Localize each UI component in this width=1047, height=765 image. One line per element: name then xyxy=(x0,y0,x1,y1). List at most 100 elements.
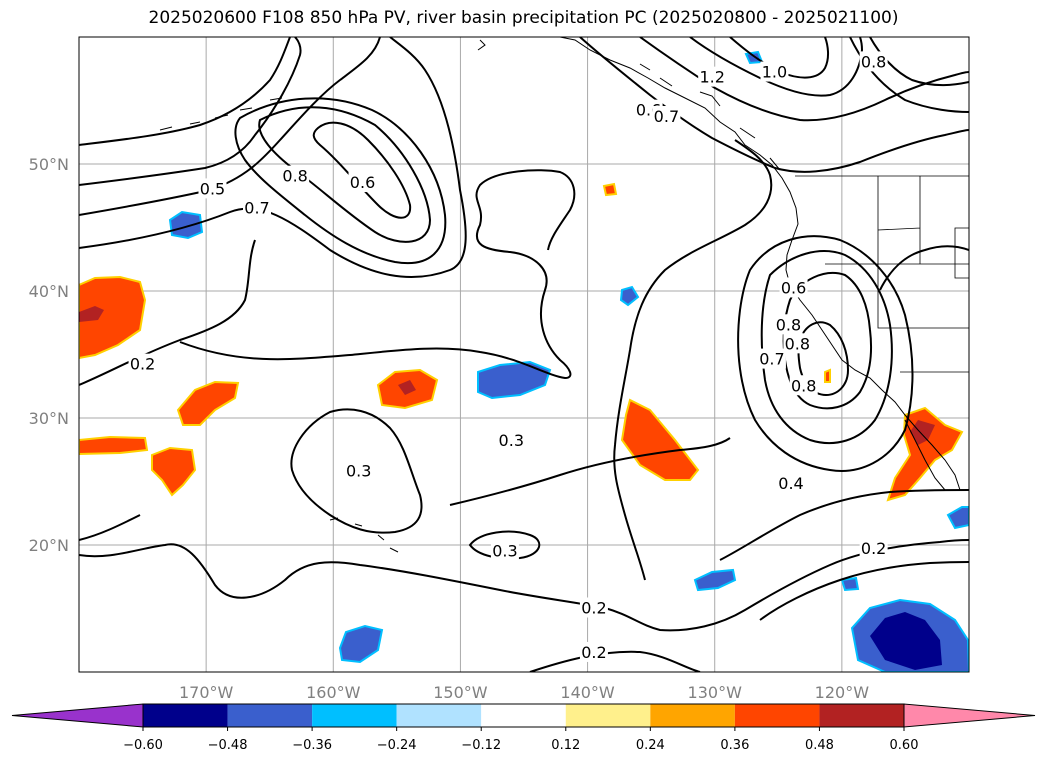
precip-neg-111w-22n xyxy=(946,506,969,530)
colorbar-tick-label: 0.60 xyxy=(890,738,919,753)
contour-0.2-east xyxy=(759,561,969,621)
contour-label-bg xyxy=(783,333,812,354)
contour-0.6-north xyxy=(579,37,969,173)
colorbar-tick-label: −0.60 xyxy=(123,738,163,753)
contour-label-bg xyxy=(652,106,681,127)
contour-label: 0.8 xyxy=(791,376,816,395)
contour-0.4-west xyxy=(79,37,302,186)
contour-label-bg xyxy=(497,429,526,450)
colorbar-tick-label: 0.36 xyxy=(720,738,749,753)
colorbar-extend-high xyxy=(903,703,1036,728)
contour-0.8-west xyxy=(312,121,412,219)
contour-label-bg xyxy=(579,597,608,618)
contour-label: 0.7 xyxy=(654,107,679,126)
colorbar-segment xyxy=(565,704,651,727)
contour-label-bg xyxy=(760,61,789,82)
colorbar: −0.60 −0.48 −0.36 −0.24 −0.12 0.12 0.24 0.36 0.4… xyxy=(11,703,1036,753)
contour-label-bg xyxy=(243,197,271,218)
lat-tick-label: 50°N xyxy=(29,155,69,174)
precip-neg-130w-17n xyxy=(693,568,737,592)
contour-0.4-east-b xyxy=(613,139,773,581)
colorbar-tick-label: −0.24 xyxy=(377,738,417,753)
lon-tick-label: 170°W xyxy=(179,683,234,702)
lat-tick-label: 20°N xyxy=(29,536,69,555)
contour-1.0-north xyxy=(689,37,864,97)
contour-label: 0.2 xyxy=(581,643,606,662)
colorbar-segment xyxy=(312,704,397,727)
contour-label: 0.3 xyxy=(492,541,517,560)
contour-label-bg xyxy=(774,314,803,335)
contour-0.3-long xyxy=(449,437,731,506)
precip-area-137w-28n xyxy=(620,398,700,481)
contour-0.8-coast xyxy=(797,321,850,397)
contour-label-bg xyxy=(859,537,888,558)
political-borders xyxy=(795,175,969,373)
contour-label-bg xyxy=(281,165,310,186)
pv-contours xyxy=(79,37,969,672)
precip-neg-137w-39n xyxy=(619,285,640,307)
contour-label: 0.7 xyxy=(244,198,269,217)
contour-0.2-west xyxy=(79,239,256,386)
contour-0.5-west xyxy=(79,37,381,216)
colorbar-extend-low xyxy=(11,703,144,728)
contour-0.4-east xyxy=(719,489,969,561)
contour-label: 0.8 xyxy=(785,334,810,353)
colorbar-tick-label: 0.12 xyxy=(551,738,580,753)
contour-0.3-mid xyxy=(179,169,576,380)
lat-tick-label: 30°N xyxy=(29,409,69,428)
precip-area-coast-33n xyxy=(824,368,831,383)
precip-neg-147w-32n xyxy=(477,360,552,400)
contour-0.2-bottom xyxy=(529,650,701,672)
precip-neg-159w-12n xyxy=(338,624,384,664)
colorbar-segment xyxy=(734,704,820,727)
lon-tick-label: 130°W xyxy=(688,683,743,702)
colorbar-segment xyxy=(396,704,482,727)
contour-label-bg xyxy=(198,178,227,199)
precip-area-137w-48n xyxy=(602,182,618,197)
longitude-labels: 170°W 160°W 150°W 140°W 130°W 120°W xyxy=(179,683,869,702)
lon-tick-label: 160°W xyxy=(306,683,361,702)
contour-label: 0.2 xyxy=(861,539,886,558)
precip-shading xyxy=(79,50,969,672)
colorbar-tick-label: −0.48 xyxy=(208,738,248,753)
contour-label: 0.2 xyxy=(130,355,155,374)
precip-neg-122w-17n xyxy=(840,576,860,592)
contour-label: 0.6 xyxy=(781,278,806,297)
contour-0.6-coast xyxy=(760,250,893,445)
contour-label-bg xyxy=(698,66,727,87)
colorbar-tick-label: −0.36 xyxy=(292,738,332,753)
contour-label: 0.6 xyxy=(350,173,375,192)
contour-label-bg xyxy=(859,51,888,72)
contour-label-bg xyxy=(490,540,519,561)
contour-label: 1.2 xyxy=(699,68,724,87)
colorbar-tick-label: 0.24 xyxy=(636,738,665,753)
lon-tick-label: 140°W xyxy=(560,683,615,702)
precip-area-west-28n xyxy=(79,435,149,456)
colorbar-segment xyxy=(650,704,735,727)
contour-label-bg xyxy=(757,348,786,369)
contour-label-bg xyxy=(789,375,818,396)
contour-label-bg xyxy=(779,277,808,298)
contour-0.3-loop xyxy=(290,408,423,534)
contour-label: 0.8 xyxy=(776,315,801,334)
contour-label: 0.7 xyxy=(759,350,784,369)
contour-labels: 0.80.70.60.50.20.30.30.30.20.20.60.71.2 1… xyxy=(128,51,888,662)
contour-0.2-south xyxy=(79,539,969,632)
colorbar-tick-label: 0.48 xyxy=(805,738,834,753)
precip-core-west-40n xyxy=(79,306,104,322)
colorbar-segment xyxy=(819,704,904,727)
contour-label: 0.8 xyxy=(282,167,307,186)
precip-core-154w-32n xyxy=(398,380,416,395)
gridlines xyxy=(79,37,969,672)
contour-label-bg xyxy=(777,473,805,494)
contour-0.3-sw xyxy=(79,514,141,541)
precip-neg-170w-45n xyxy=(168,210,204,240)
contour-label-bg xyxy=(344,460,373,481)
contour-label: 0.3 xyxy=(346,461,371,480)
precip-area-west-40n xyxy=(79,275,147,360)
contour-0.3-north xyxy=(79,37,291,146)
contour-label-bg xyxy=(579,641,608,662)
colorbar-segment xyxy=(227,704,313,727)
contour-label: 0.5 xyxy=(200,179,225,198)
